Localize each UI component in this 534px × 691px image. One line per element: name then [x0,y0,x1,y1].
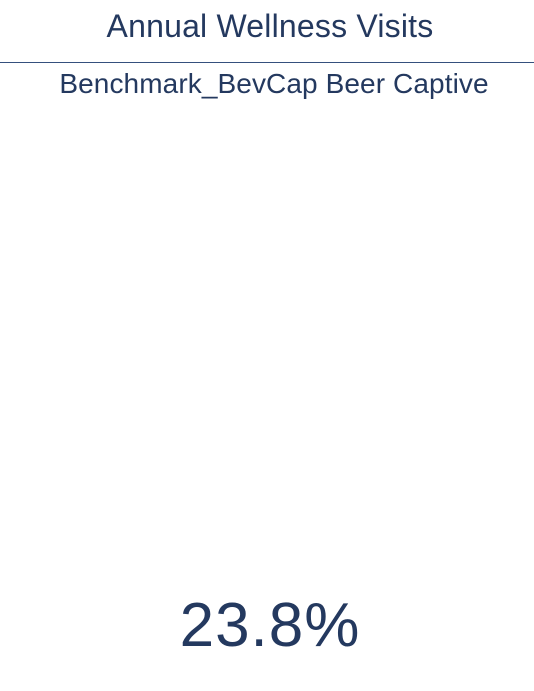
title-divider [0,62,534,63]
card-title: Annual Wellness Visits [106,8,434,44]
metric-value: 23.8% [179,591,361,660]
card-subtitle: Benchmark_BevCap Beer Captive [59,68,489,99]
